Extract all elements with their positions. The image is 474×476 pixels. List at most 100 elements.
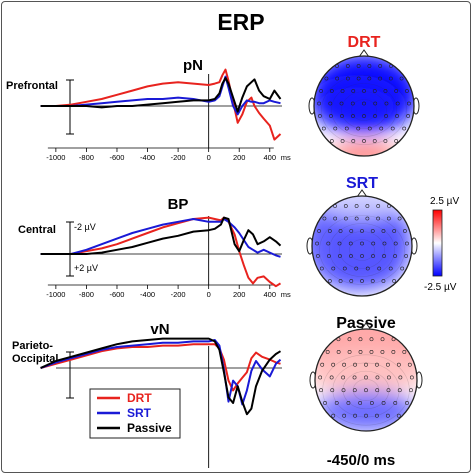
contour-line bbox=[339, 231, 385, 269]
electrode-marker bbox=[338, 254, 342, 258]
series-line-drt bbox=[40, 68, 282, 141]
electrode-marker bbox=[347, 337, 352, 342]
electrode-marker bbox=[331, 362, 336, 367]
electrode-marker bbox=[388, 76, 393, 81]
electrode-marker bbox=[349, 254, 353, 258]
x-tick-label: -1000 bbox=[46, 290, 65, 299]
scalp-map bbox=[315, 329, 417, 431]
x-tick-label: 200 bbox=[233, 290, 246, 299]
electrode-marker bbox=[329, 89, 334, 93]
electrode-marker bbox=[390, 126, 395, 131]
electrode-marker bbox=[322, 216, 327, 221]
electrode-marker bbox=[369, 337, 374, 342]
electrode-marker bbox=[380, 350, 385, 354]
x-unit-label: ms bbox=[281, 153, 291, 162]
electrode-marker bbox=[383, 89, 388, 93]
electrode-marker bbox=[391, 350, 396, 354]
electrode-marker bbox=[353, 362, 357, 367]
electrode-marker bbox=[365, 266, 370, 271]
electrode-marker bbox=[334, 401, 339, 405]
electrode-marker bbox=[369, 401, 374, 405]
electrode-marker bbox=[329, 139, 334, 143]
head-nose bbox=[360, 322, 372, 331]
electrode-marker bbox=[352, 375, 357, 380]
electrode-marker bbox=[405, 89, 409, 93]
x-tick-label: 400 bbox=[264, 153, 277, 162]
electrode-marker bbox=[397, 216, 402, 221]
electrode-marker bbox=[376, 204, 381, 208]
electrode-marker bbox=[381, 279, 386, 283]
electrode-marker bbox=[343, 204, 348, 208]
electrode-marker bbox=[371, 254, 375, 258]
electrode-marker bbox=[380, 337, 385, 342]
electrode-marker bbox=[365, 216, 370, 221]
electrode-marker bbox=[351, 114, 355, 118]
electrode-marker bbox=[349, 229, 354, 233]
electrode-marker bbox=[341, 388, 346, 393]
electrode-marker bbox=[409, 375, 414, 380]
x-tick-label: -600 bbox=[109, 290, 124, 299]
electrode-marker bbox=[394, 139, 399, 143]
electrode-marker bbox=[405, 401, 409, 405]
electrode-marker bbox=[350, 101, 355, 106]
electrode-marker bbox=[378, 76, 383, 81]
electrode-marker bbox=[358, 401, 363, 405]
electrode-marker bbox=[333, 126, 338, 131]
electrode-marker bbox=[385, 362, 390, 367]
electrode-marker bbox=[317, 101, 321, 106]
electrode-marker bbox=[394, 89, 399, 93]
electrode-marker bbox=[409, 388, 413, 393]
electrode-marker bbox=[351, 139, 356, 143]
electrode-marker bbox=[375, 413, 379, 418]
y-tick-minus-2uv: -2 µV bbox=[74, 222, 96, 232]
contour-line bbox=[321, 75, 407, 145]
electrode-marker bbox=[354, 266, 359, 271]
electrode-marker bbox=[333, 216, 338, 221]
electrode-marker bbox=[349, 279, 354, 283]
electrode-marker bbox=[321, 126, 326, 131]
potential-blob bbox=[315, 390, 417, 431]
topomap-title-drt: DRT bbox=[348, 34, 381, 51]
electrode-marker bbox=[388, 266, 393, 271]
potential-field bbox=[314, 56, 414, 156]
electrode-marker bbox=[395, 101, 400, 106]
electrode-marker bbox=[338, 229, 343, 233]
head-nose bbox=[358, 49, 370, 58]
series-line-drt bbox=[40, 343, 281, 392]
electrode-marker bbox=[364, 375, 368, 380]
electrode-marker bbox=[379, 126, 384, 131]
electrode-marker bbox=[400, 266, 405, 271]
component-label-bp: BP bbox=[168, 196, 189, 213]
colorbar-gradient bbox=[432, 209, 443, 277]
electrode-marker bbox=[353, 413, 357, 418]
region-label-occipital: Occipital bbox=[12, 353, 58, 365]
electrode-marker bbox=[360, 254, 364, 258]
electrode-marker bbox=[329, 114, 333, 118]
electrode-marker bbox=[367, 76, 372, 81]
electrode-marker bbox=[402, 350, 407, 354]
electrode-marker bbox=[360, 241, 364, 246]
electrode-marker bbox=[325, 350, 330, 354]
x-tick-label: 200 bbox=[233, 153, 246, 162]
contour-line bbox=[351, 99, 377, 121]
electrode-marker bbox=[331, 266, 336, 271]
topomap-drt: DRT bbox=[308, 34, 420, 157]
electrode-marker bbox=[385, 413, 390, 418]
electrode-marker bbox=[371, 241, 376, 246]
electrode-marker bbox=[362, 114, 366, 118]
series-line-passive bbox=[40, 77, 282, 113]
electrode-marker bbox=[338, 279, 343, 283]
electrode-marker bbox=[316, 254, 320, 258]
electrode-marker bbox=[345, 64, 350, 68]
contour-line bbox=[329, 223, 395, 277]
x-tick-label: -400 bbox=[140, 290, 155, 299]
electrode-marker bbox=[396, 362, 401, 367]
electrode-marker bbox=[331, 413, 336, 418]
electrode-marker bbox=[319, 266, 324, 271]
electrode-marker bbox=[360, 279, 364, 283]
electrode-marker bbox=[335, 76, 340, 81]
legend-label-srt: SRT bbox=[127, 406, 152, 420]
x-tick-label: -800 bbox=[79, 153, 94, 162]
electrode-marker bbox=[370, 279, 375, 283]
x-tick-label: 400 bbox=[264, 290, 277, 299]
